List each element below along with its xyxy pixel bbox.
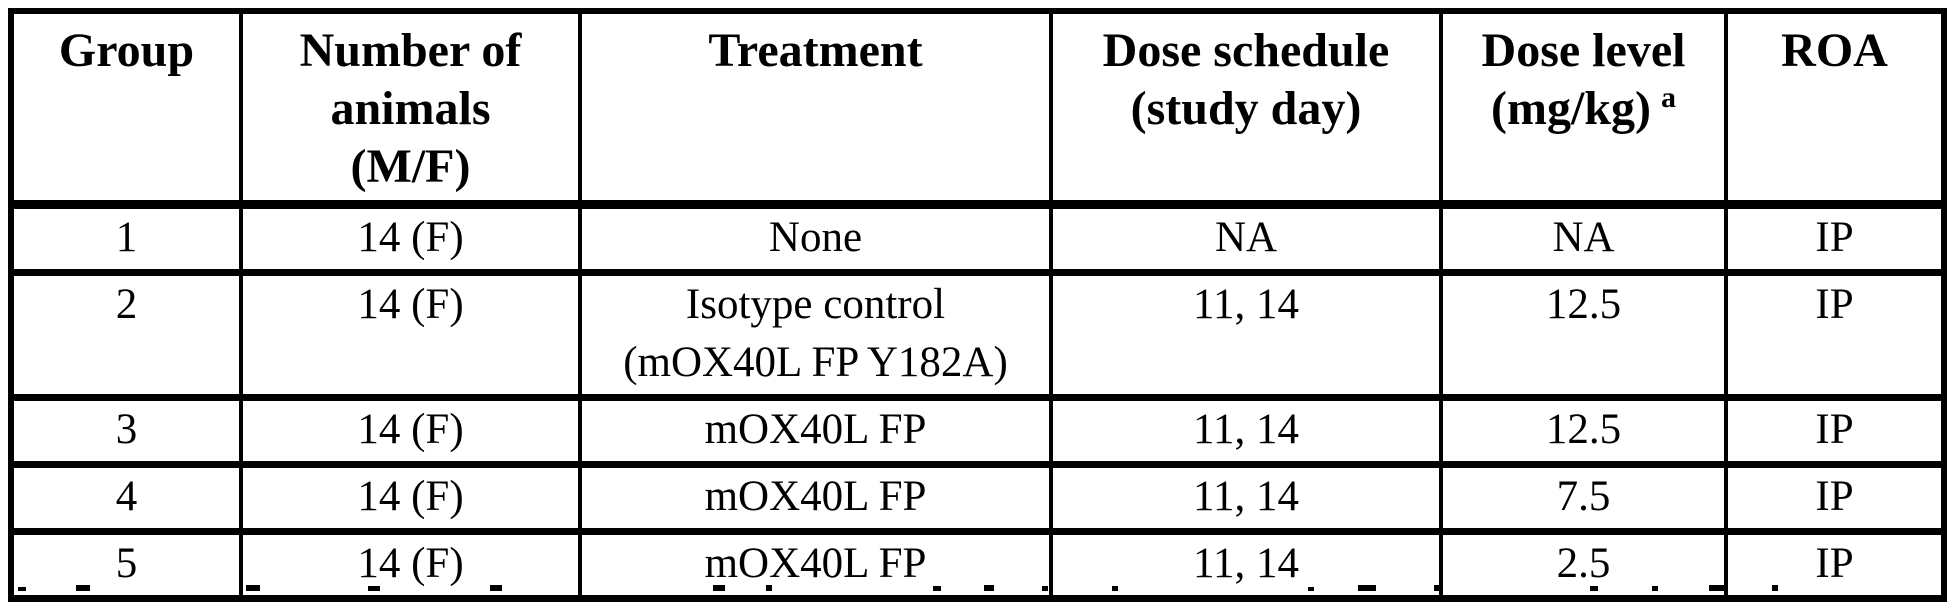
footnote-ink-fragment: [76, 585, 90, 591]
footnote-ink-fragment: [1652, 586, 1658, 591]
cell-roa: IP: [1724, 269, 1946, 401]
table-row-group-3: 3 14 (F) mOX40L FP 11, 14 12.5 IP: [9, 394, 1946, 468]
study-design-table: Group Number of animals (M/F) Treatment …: [8, 8, 1947, 602]
column-header-treatment: Treatment: [578, 8, 1053, 209]
table-row-group-1: 1 14 (F) None NA NA IP: [9, 201, 1946, 276]
footnote-ink-fragment: [1709, 585, 1725, 591]
cell-treatment: mOX40L FP: [578, 528, 1053, 602]
table-header: Group Number of animals (M/F) Treatment …: [9, 8, 1946, 209]
cell-roa: IP: [1724, 461, 1946, 535]
cell-roa: IP: [1724, 201, 1946, 276]
footnote-ink-fragment: [933, 586, 941, 591]
table-row-group-2: 2 14 (F) Isotype control (mOX40L FP Y182…: [9, 269, 1946, 401]
cell-animals: 14 (F): [239, 461, 582, 535]
footnote-ink-fragment: [368, 586, 380, 591]
cell-animals: 14 (F): [239, 201, 582, 276]
cell-dose-schedule: 11, 14: [1049, 269, 1443, 401]
column-header-dose-schedule-label: Dose schedule (study day): [1102, 24, 1390, 135]
cell-animals: 14 (F): [239, 269, 582, 401]
cell-treatment: None: [578, 201, 1053, 276]
footnote-ink-fragment: [1358, 585, 1376, 591]
column-header-roa-label: ROA: [1781, 24, 1888, 77]
column-header-group-label: Group: [58, 24, 195, 77]
cell-animals: 14 (F): [239, 394, 582, 468]
footnote-ink-fragment: [766, 585, 772, 591]
column-header-dose-level: Dose level (mg/kg) a: [1439, 8, 1728, 209]
cell-dose-schedule: 11, 14: [1049, 394, 1443, 468]
cell-dose-schedule: 11, 14: [1049, 461, 1443, 535]
footnote-ink-fragment: [1042, 586, 1048, 591]
footnote-ink-fragment: [18, 587, 26, 591]
footnote-ink-fragment: [1434, 585, 1442, 591]
table-row-group-4: 4 14 (F) mOX40L FP 11, 14 7.5 IP: [9, 461, 1946, 535]
study-design-table-container: Group Number of animals (M/F) Treatment …: [8, 8, 1947, 602]
clipped-footnote-text-fragments: [0, 583, 1952, 591]
column-header-dose-schedule: Dose schedule (study day): [1049, 8, 1443, 209]
footnote-ink-fragment: [984, 585, 994, 591]
footnote-ink-fragment: [1308, 587, 1314, 591]
cell-dose-level: 12.5: [1439, 394, 1728, 468]
footnote-ink-fragment: [246, 585, 260, 591]
footnote-ink-fragment: [1112, 586, 1118, 591]
column-header-dose-level-label: Dose level (mg/kg): [1481, 24, 1686, 135]
table-body: 1 14 (F) None NA NA IP 2 14 (F) Isotype …: [9, 201, 1946, 602]
cell-dose-schedule: NA: [1049, 201, 1443, 276]
column-header-roa: ROA: [1724, 8, 1946, 209]
cell-dose-level: 7.5: [1439, 461, 1728, 535]
column-header-number-of-animals-label: Number of animals (M/F): [299, 24, 522, 193]
cell-group: 1: [9, 201, 243, 276]
cell-treatment: Isotype control (mOX40L FP Y182A): [578, 269, 1053, 401]
footnote-ink-fragment: [713, 585, 725, 591]
cell-dose-level: NA: [1439, 201, 1728, 276]
footnote-ink-fragment: [1772, 585, 1778, 591]
cell-group: 3: [9, 394, 243, 468]
column-header-group: Group: [9, 8, 243, 209]
cell-dose-level: 12.5: [1439, 269, 1728, 401]
cell-treatment: mOX40L FP: [578, 461, 1053, 535]
cell-roa: IP: [1724, 394, 1946, 468]
footnote-marker-a: a: [1660, 81, 1676, 114]
cell-treatment: mOX40L FP: [578, 394, 1053, 468]
column-header-number-of-animals: Number of animals (M/F): [239, 8, 582, 209]
footnote-ink-fragment: [490, 585, 502, 591]
cell-group: 4: [9, 461, 243, 535]
cell-group: 2: [9, 269, 243, 401]
column-header-treatment-label: Treatment: [708, 24, 923, 77]
footnote-ink-fragment: [1590, 586, 1598, 591]
cell-animals: 14 (F): [239, 528, 582, 602]
header-row: Group Number of animals (M/F) Treatment …: [9, 8, 1946, 209]
